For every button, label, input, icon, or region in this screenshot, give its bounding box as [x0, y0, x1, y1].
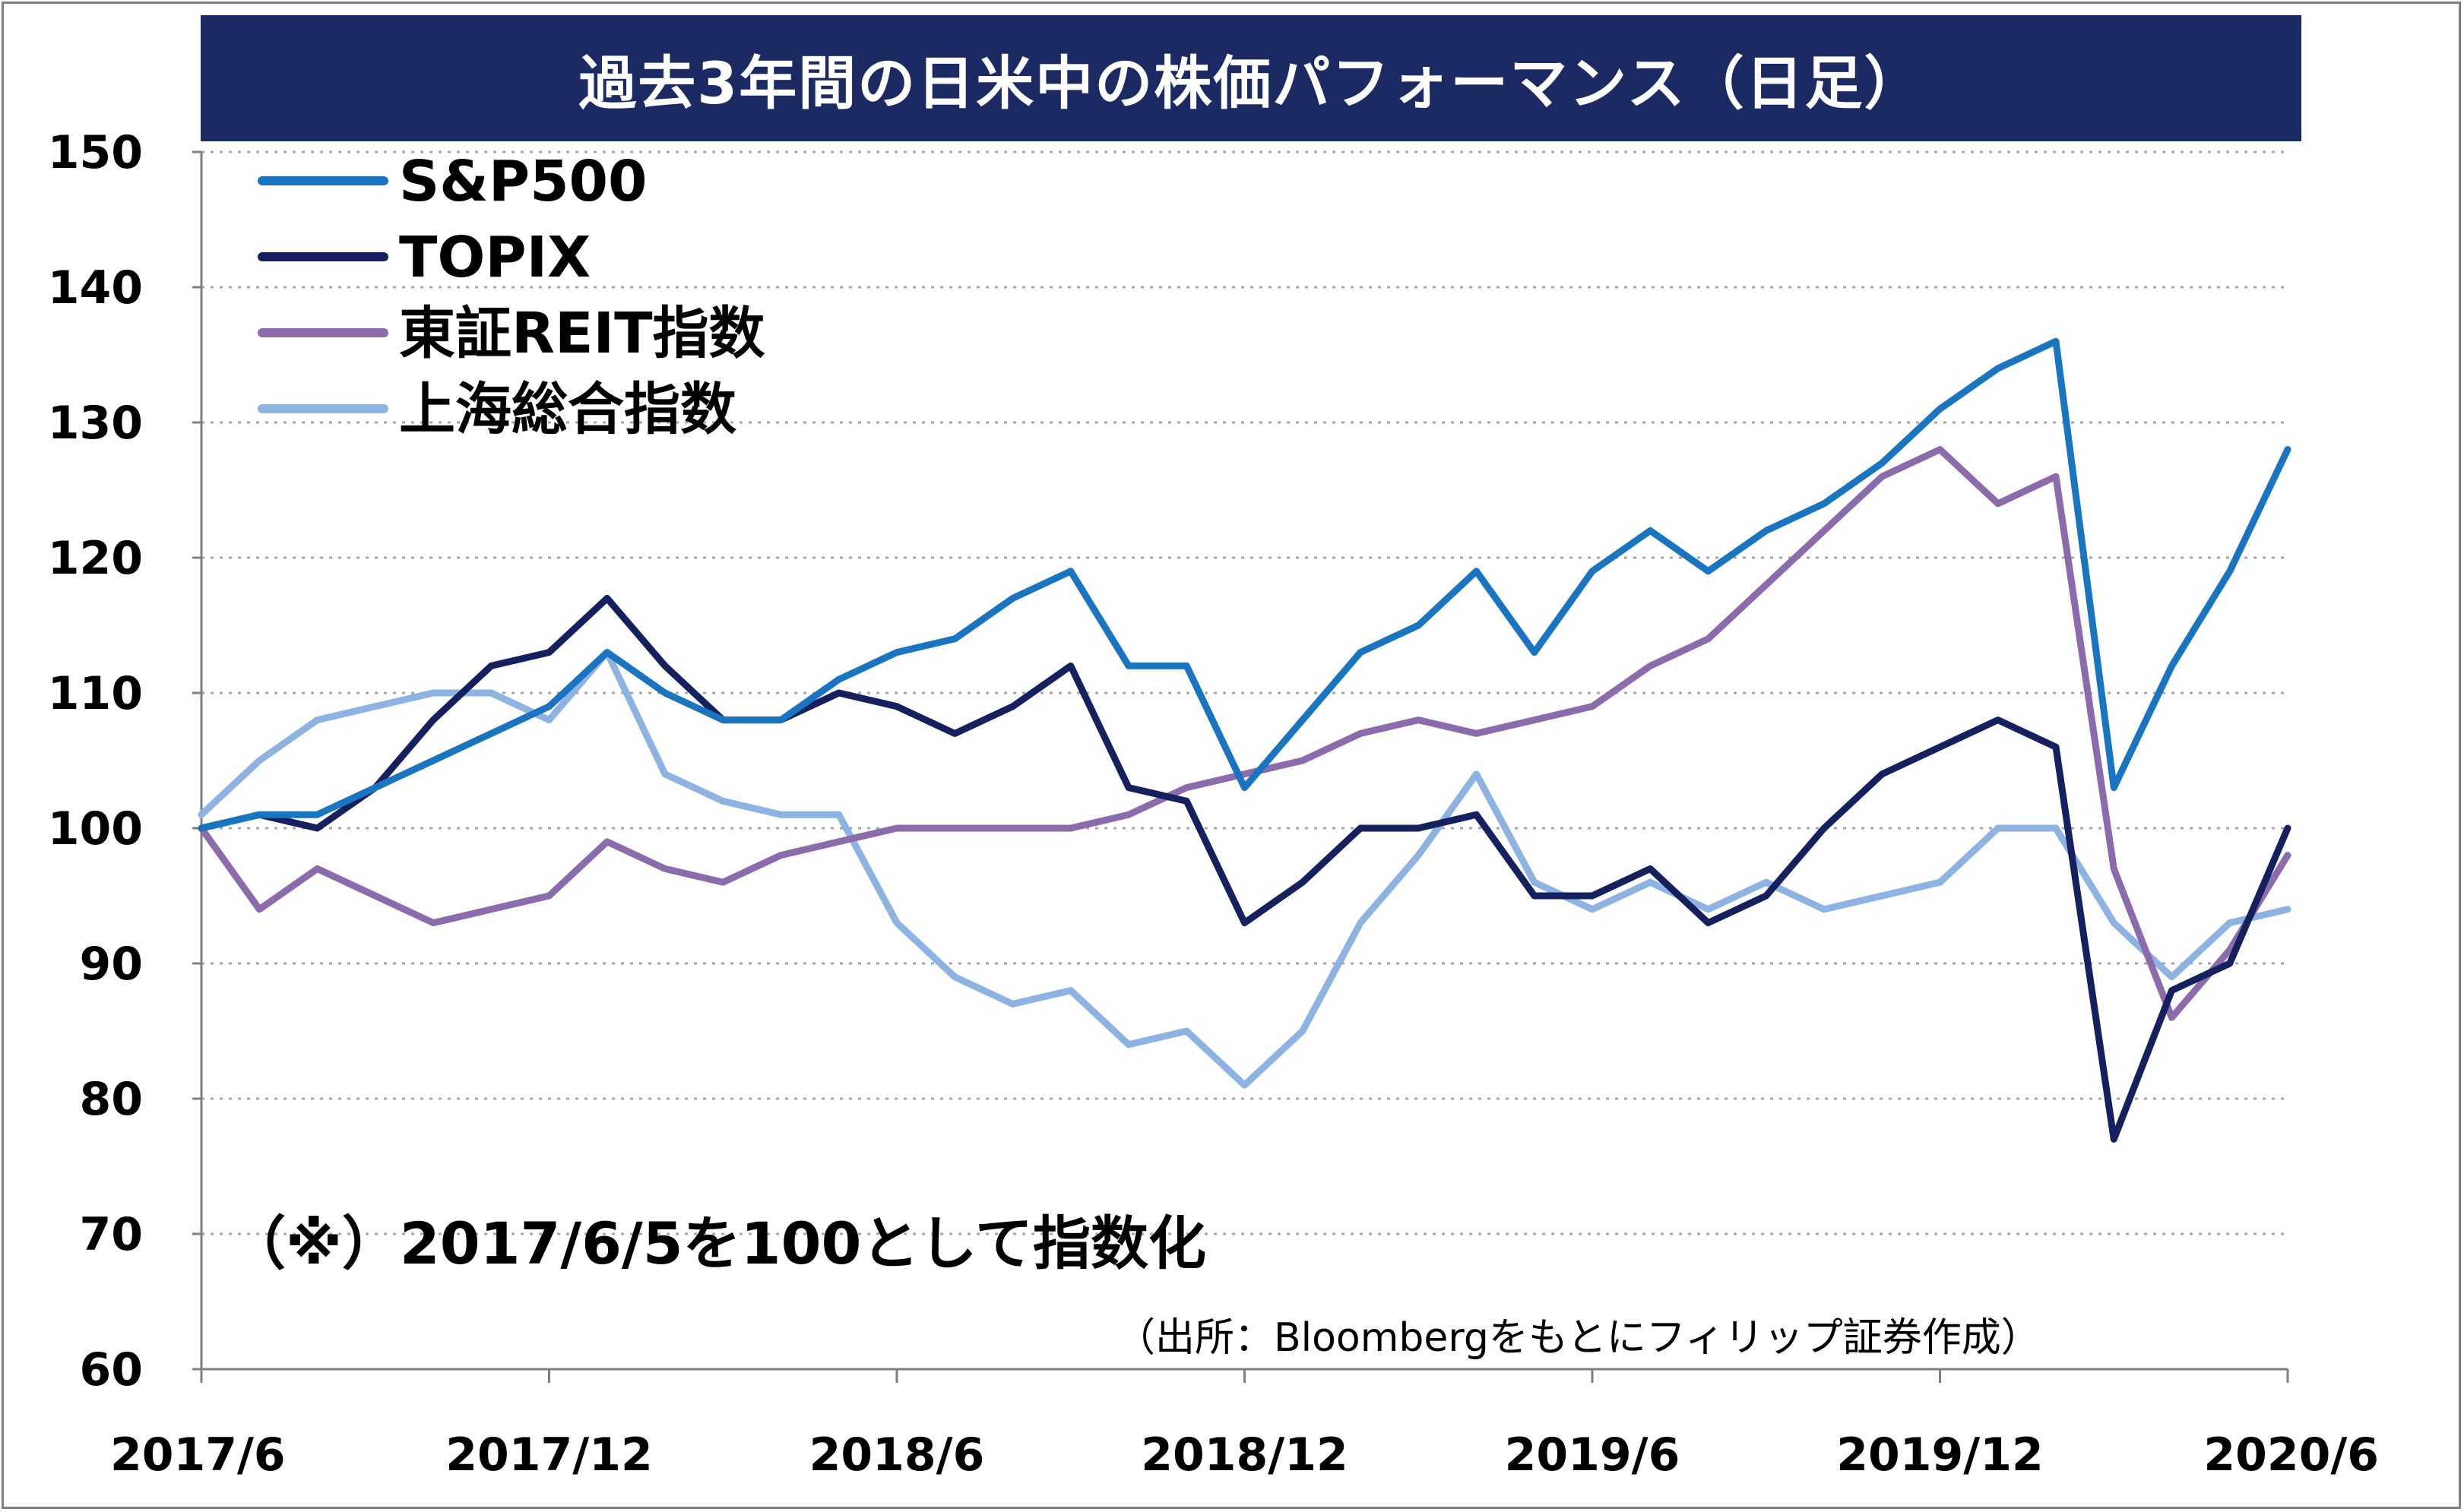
legend-label: 上海総合指数 [399, 377, 736, 442]
x-tick-label: 2017/6 [110, 1428, 286, 1482]
y-tick-label: 90 [80, 938, 144, 991]
x-tick-label: 2019/12 [1836, 1428, 2043, 1482]
x-tick-label: 2020/6 [2203, 1428, 2379, 1482]
y-tick-label: 100 [48, 802, 143, 856]
series-lines [198, 337, 2291, 1143]
x-tick-label: 2017/12 [445, 1428, 652, 1482]
x-tick-label: 2018/6 [809, 1428, 985, 1482]
y-tick-label: 80 [80, 1073, 144, 1126]
series-line-4 [198, 649, 2291, 1089]
y-tick-label: 120 [48, 532, 143, 585]
source-note: （出所：Bloombergをもとにフィリップ証券作成） [1116, 1315, 2041, 1361]
y-tick-label: 150 [48, 126, 143, 179]
legend-label: 東証REIT指数 [399, 301, 765, 366]
index-note: （※）2017/6/5を100として指数化 [228, 1210, 1207, 1277]
series-line-2 [198, 594, 2291, 1143]
y-tick-label: 70 [80, 1208, 144, 1261]
y-tick-label: 110 [48, 667, 143, 720]
legend-label: TOPIX [399, 225, 591, 290]
chart-title: 過去3年間の日米中の株価パフォーマンス（日足） [578, 49, 1924, 117]
chart-title-bar: 過去3年間の日米中の株価パフォーマンス（日足） [201, 15, 2301, 141]
series-line-1 [198, 337, 2291, 832]
axes: 60 70 80 90 100 110 120 130 140 150 2017/6 2017/12 2… [48, 126, 2379, 1482]
series-line-3 [198, 446, 2291, 1021]
y-tick-label: 140 [48, 261, 143, 315]
x-tick-label: 2018/12 [1141, 1428, 1348, 1482]
grid-lines [201, 150, 2288, 1235]
y-tick-label: 130 [48, 397, 143, 450]
x-tick-label: 2019/6 [1505, 1428, 1680, 1482]
legend-label: S&P500 [399, 149, 648, 214]
y-tick-label: 60 [80, 1343, 144, 1397]
